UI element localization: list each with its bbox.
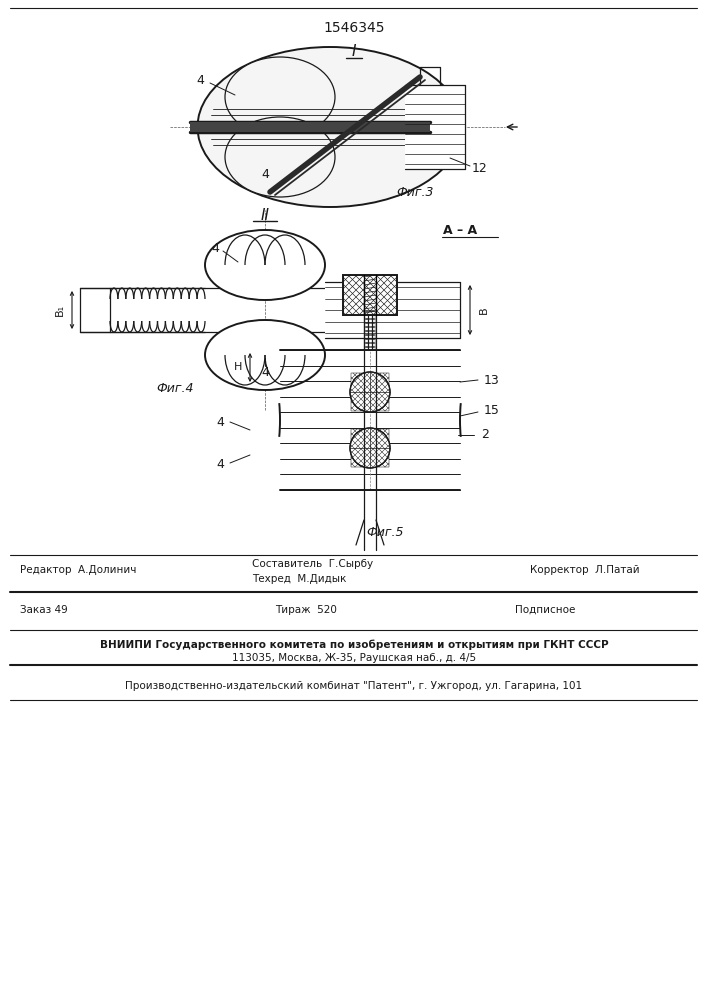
Text: Фиг.4: Фиг.4 [156,381,194,394]
Text: II: II [260,208,269,223]
Text: ВНИИПИ Государственного комитета по изобретениям и открытиям при ГКНТ СССР: ВНИИПИ Государственного комитета по изоб… [100,640,608,650]
Polygon shape [351,373,389,411]
Text: 4: 4 [216,458,224,472]
Text: Заказ 49: Заказ 49 [20,605,68,615]
Text: Производственно-издательский комбинат "Патент", г. Ужгород, ул. Гагарина, 101: Производственно-издательский комбинат "П… [125,681,583,691]
Text: 4: 4 [261,365,269,378]
Ellipse shape [225,57,335,137]
Text: Корректор  Л.Патай: Корректор Л.Патай [530,565,640,575]
Text: 4: 4 [196,74,204,87]
Text: H: H [234,362,243,372]
Text: Фиг.5: Фиг.5 [366,526,404,538]
Ellipse shape [205,230,325,300]
Polygon shape [351,429,389,467]
Polygon shape [325,282,460,338]
Circle shape [350,428,390,468]
Polygon shape [405,85,465,169]
Text: 12: 12 [472,161,488,174]
Polygon shape [343,275,397,315]
Text: 2: 2 [481,428,489,442]
Ellipse shape [197,47,462,207]
Ellipse shape [225,117,335,197]
Text: 4: 4 [211,241,219,254]
Text: B₁: B₁ [55,304,65,316]
Text: Тираж  520: Тираж 520 [275,605,337,615]
Text: B: B [479,306,489,314]
Polygon shape [190,122,430,132]
Text: I: I [352,44,356,60]
Text: Фиг.3: Фиг.3 [396,186,434,198]
Text: 13: 13 [484,373,500,386]
Circle shape [350,372,390,412]
Text: 1546345: 1546345 [323,21,385,35]
Ellipse shape [205,320,325,390]
Text: Техред  М.Дидык: Техред М.Дидык [252,574,346,584]
Text: 15: 15 [484,403,500,416]
Text: A – A: A – A [443,224,477,236]
Text: 113035, Москва, Ж-35, Раушская наб., д. 4/5: 113035, Москва, Ж-35, Раушская наб., д. … [232,653,476,663]
Text: 4: 4 [261,168,269,182]
Text: 4: 4 [216,416,224,428]
Text: Редактор  А.Долинич: Редактор А.Долинич [20,565,136,575]
Text: Подписное: Подписное [515,605,575,615]
Text: Составитель  Г.Сырбу: Составитель Г.Сырбу [252,559,373,569]
